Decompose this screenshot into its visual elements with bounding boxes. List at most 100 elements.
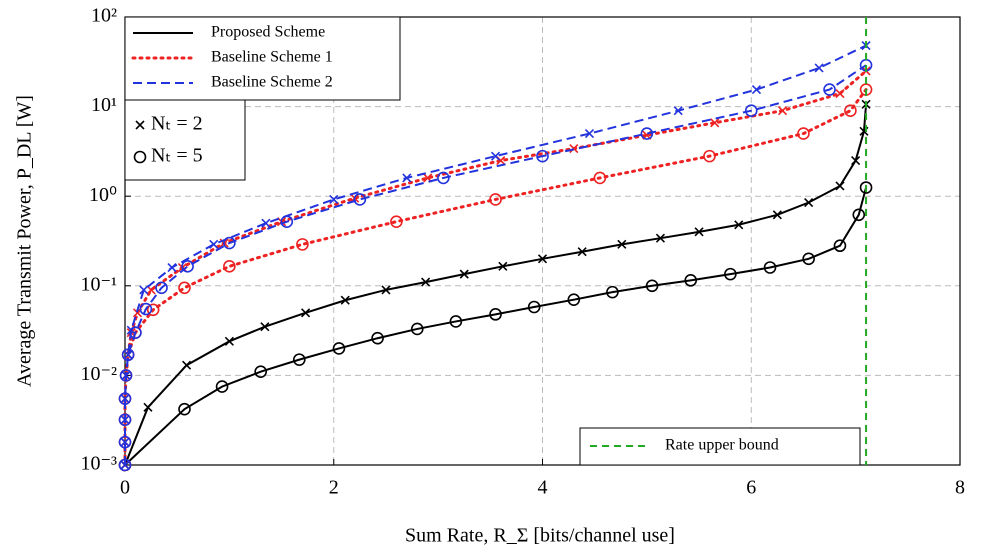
marker-circle xyxy=(802,252,815,266)
marker-circle xyxy=(852,208,866,222)
marker-circle xyxy=(118,413,132,427)
marker-x xyxy=(261,218,271,228)
y-tick-label: 10⁻¹ xyxy=(80,273,117,295)
marker-circle xyxy=(859,181,873,194)
series-line xyxy=(124,187,868,466)
marker-x xyxy=(224,336,234,346)
marker-x xyxy=(209,239,219,249)
marker-circle xyxy=(353,193,367,206)
x-tick-label: 8 xyxy=(955,477,965,499)
marker-x xyxy=(835,88,845,99)
marker-circle xyxy=(724,267,737,281)
marker-circle xyxy=(410,322,424,336)
marker-x xyxy=(804,197,814,208)
marker-x xyxy=(751,84,762,95)
marker-circle xyxy=(640,127,654,140)
marker-x xyxy=(329,194,339,205)
y-tick-label: 10⁻³ xyxy=(80,453,117,475)
marker-circle xyxy=(223,260,236,273)
marker-circle xyxy=(527,300,541,314)
marker-x xyxy=(490,151,501,161)
marker-circle xyxy=(155,281,168,295)
marker-circle xyxy=(684,274,698,287)
marker-circle xyxy=(606,285,619,299)
marker-circle xyxy=(181,260,194,273)
marker-circle xyxy=(744,104,758,117)
marker-x xyxy=(710,118,720,128)
marker-x xyxy=(673,106,683,116)
marker-circle xyxy=(178,402,191,416)
marker-x xyxy=(851,155,861,166)
x-tick-label: 4 xyxy=(538,477,548,499)
y-tick-label: 10⁰ xyxy=(89,184,117,206)
marker-circle xyxy=(280,215,294,228)
plot-frame xyxy=(124,16,961,466)
marker-circle xyxy=(823,83,836,96)
marker-circle xyxy=(118,435,132,449)
marker-circle xyxy=(703,149,716,163)
marker-circle xyxy=(489,193,502,206)
y-tick-label: 10² xyxy=(91,5,117,27)
marker-x xyxy=(260,322,270,332)
marker-circle xyxy=(390,215,403,228)
marker-circle xyxy=(133,150,147,164)
legend-box xyxy=(124,99,246,181)
marker-circle xyxy=(449,315,463,328)
marker-circle xyxy=(121,348,135,362)
marker-circle xyxy=(293,353,306,366)
marker-circle xyxy=(139,302,153,316)
marker-x xyxy=(421,277,431,287)
marker-circle xyxy=(645,279,659,293)
marker-circle xyxy=(129,326,142,339)
marker-x xyxy=(167,262,177,273)
marker-circle xyxy=(763,261,777,274)
marker-x xyxy=(734,220,744,230)
marker-x xyxy=(381,285,391,295)
marker-x xyxy=(135,120,145,130)
marker-circle xyxy=(797,127,810,140)
marker-x xyxy=(835,181,845,191)
x-tick-label: 6 xyxy=(746,477,756,499)
marker-x xyxy=(777,106,788,116)
legend-label: Baseline Scheme 2 xyxy=(211,74,333,91)
marker-x xyxy=(123,350,133,360)
x-axis-label: Sum Rate, R_Σ [bits/channel use] xyxy=(405,525,675,547)
marker-x xyxy=(402,173,412,183)
marker-x xyxy=(139,285,149,295)
marker-circle xyxy=(178,281,191,295)
marker-x xyxy=(655,233,666,243)
x-tick-label: 2 xyxy=(329,477,339,499)
marker-x xyxy=(459,269,469,279)
marker-circle xyxy=(146,303,160,317)
marker-circle xyxy=(593,171,607,185)
marker-circle xyxy=(118,392,132,405)
marker-x xyxy=(182,360,192,370)
marker-circle xyxy=(223,236,236,250)
marker-x xyxy=(537,254,548,264)
marker-x xyxy=(694,227,704,237)
y-tick-label: 10¹ xyxy=(91,94,117,116)
marker-x xyxy=(120,394,130,404)
legend-label: Nₜ = 2 xyxy=(151,113,203,135)
marker-circle xyxy=(833,239,847,253)
marker-circle xyxy=(567,293,581,306)
marker-x xyxy=(617,239,627,249)
marker-circle xyxy=(844,104,857,117)
marker-circle xyxy=(119,369,133,382)
y-axis-label: Average Transmit Power, P_DL [W] xyxy=(14,95,36,387)
marker-circle xyxy=(254,365,267,378)
marker-circle xyxy=(332,342,346,355)
marker-x xyxy=(340,295,350,305)
y-tick-label: 10⁻² xyxy=(80,363,117,385)
marker-circle xyxy=(536,149,549,163)
marker-circle xyxy=(371,331,384,345)
marker-x xyxy=(577,247,587,257)
legend-label: Proposed Scheme xyxy=(211,24,325,41)
marker-x xyxy=(143,402,153,412)
legend-label: Nₜ = 5 xyxy=(151,145,203,167)
marker-x xyxy=(569,144,579,154)
marker-circle xyxy=(489,308,502,321)
legend-label: Baseline Scheme 1 xyxy=(211,49,333,66)
x-tick-label: 0 xyxy=(120,477,130,499)
